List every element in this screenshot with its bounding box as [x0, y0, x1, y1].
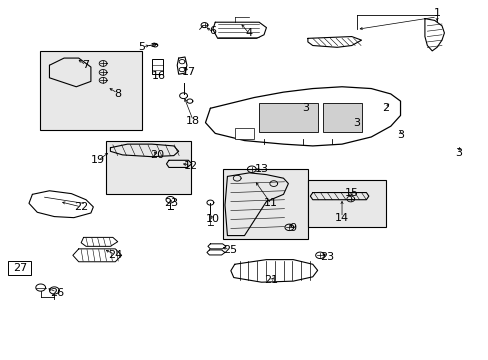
Text: 9: 9 [289, 224, 296, 233]
Text: 23: 23 [164, 198, 178, 208]
Text: 13: 13 [254, 164, 268, 174]
Text: 27: 27 [13, 263, 27, 273]
Bar [322, 103, 361, 132]
Bar [7, 261, 31, 275]
Text: 26: 26 [50, 288, 64, 298]
Bar [307, 180, 385, 226]
Text: 24: 24 [108, 250, 122, 260]
Bar [40, 51, 142, 130]
Text: 19: 19 [91, 155, 105, 165]
Text: 3: 3 [396, 130, 403, 140]
Text: 25: 25 [223, 245, 237, 255]
Text: 3: 3 [352, 118, 360, 128]
Text: 8: 8 [114, 89, 121, 99]
Bar [222, 169, 307, 239]
Text: 1: 1 [433, 8, 440, 18]
Bar [259, 103, 317, 132]
Text: 23: 23 [320, 252, 334, 262]
Text: 12: 12 [183, 161, 198, 171]
Text: 4: 4 [245, 28, 252, 38]
Bar [234, 128, 254, 139]
Text: 14: 14 [334, 213, 348, 222]
Text: 15: 15 [344, 188, 358, 198]
Text: 22: 22 [74, 202, 88, 212]
Bar [105, 140, 190, 194]
Text: 18: 18 [186, 116, 200, 126]
Text: 5: 5 [138, 42, 145, 52]
Bar [152, 59, 162, 74]
Text: 21: 21 [264, 275, 278, 285]
Text: 17: 17 [181, 67, 195, 77]
Text: 7: 7 [82, 60, 89, 70]
Text: 20: 20 [149, 150, 163, 160]
Text: 16: 16 [152, 71, 166, 81]
Text: 3: 3 [455, 148, 462, 158]
Text: 11: 11 [264, 198, 278, 208]
Text: 3: 3 [301, 103, 308, 113]
Text: 6: 6 [209, 26, 216, 36]
Text: 2: 2 [382, 103, 388, 113]
Text: 10: 10 [205, 215, 219, 224]
